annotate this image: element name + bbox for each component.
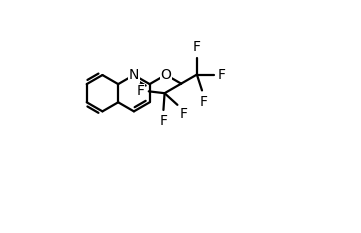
Text: F: F	[160, 114, 168, 128]
Text: F: F	[199, 95, 207, 109]
Text: F: F	[136, 84, 144, 98]
Text: N: N	[129, 68, 139, 82]
Text: F: F	[218, 68, 226, 82]
Text: F: F	[193, 40, 201, 54]
Text: F: F	[180, 107, 188, 121]
Text: O: O	[160, 68, 171, 82]
